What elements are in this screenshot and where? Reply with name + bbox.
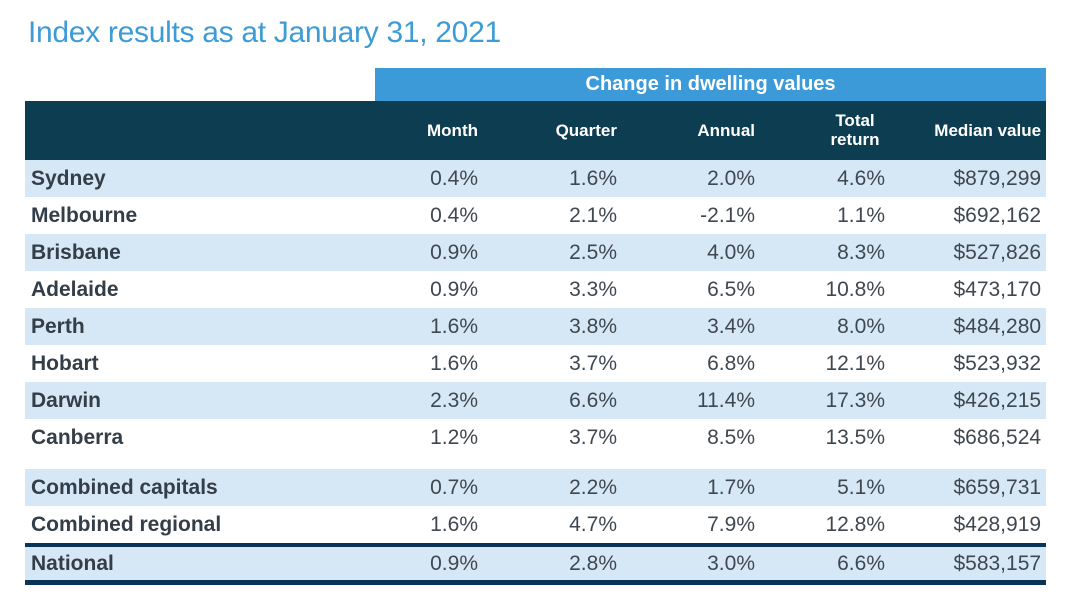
region-cell: Perth [25,308,375,345]
total-return-cell: 4.6% [760,160,890,197]
total-return-cell: 8.0% [760,308,890,345]
quarter-cell: 1.6% [483,160,622,197]
annual-cell: 1.7% [622,469,760,506]
total-return-cell: 8.3% [760,234,890,271]
quarter-cell: 3.7% [483,345,622,382]
index-results-table: Change in dwelling values Month Quarter … [25,68,1047,585]
median-value-cell: $879,299 [890,160,1047,197]
table-row: Combined capitals 0.7% 2.2% 1.7% 5.1% $6… [25,469,1047,506]
median-value-cell: $692,162 [890,197,1047,234]
median-value-cell: $583,157 [890,543,1047,585]
group-header: Change in dwelling values [375,68,1047,101]
region-cell: Adelaide [25,271,375,308]
quarter-cell: 6.6% [483,382,622,419]
region-cell: National [25,543,375,585]
annual-cell: 11.4% [622,382,760,419]
total-return-cell: 12.8% [760,506,890,545]
median-value-cell: $428,919 [890,506,1047,545]
median-value-cell: $426,215 [890,382,1047,419]
month-cell: 0.4% [375,160,483,197]
median-value-cell: $686,524 [890,419,1047,456]
region-cell: Hobart [25,345,375,382]
annual-cell: 7.9% [622,506,760,545]
quarter-cell: 2.8% [483,543,622,585]
median-value-cell: $527,826 [890,234,1047,271]
region-cell: Darwin [25,382,375,419]
quarter-cell: 2.1% [483,197,622,234]
month-cell: 1.6% [375,345,483,382]
total-return-cell: 5.1% [760,469,890,506]
total-return-cell: 1.1% [760,197,890,234]
annual-cell: 3.0% [622,543,760,585]
median-value-cell: $659,731 [890,469,1047,506]
month-cell: 0.9% [375,234,483,271]
table-row: Adelaide 0.9% 3.3% 6.5% 10.8% $473,170 [25,271,1047,308]
column-header-row: Month Quarter Annual Total return Median… [25,101,1047,160]
annual-cell: 3.4% [622,308,760,345]
total-return-cell: 13.5% [760,419,890,456]
annual-cell: 8.5% [622,419,760,456]
month-cell: 0.4% [375,197,483,234]
group-header-row: Change in dwelling values [25,68,1047,101]
table-row-national: National 0.9% 2.8% 3.0% 6.6% $583,157 [25,543,1047,585]
total-return-label: Total return [830,110,880,150]
column-header-month: Month [375,101,483,160]
quarter-cell: 2.2% [483,469,622,506]
table-row: Darwin 2.3% 6.6% 11.4% 17.3% $426,215 [25,382,1047,419]
table-row: Brisbane 0.9% 2.5% 4.0% 8.3% $527,826 [25,234,1047,271]
column-header-annual: Annual [622,101,760,160]
median-value-cell: $484,280 [890,308,1047,345]
median-value-cell: $473,170 [890,271,1047,308]
column-header-region [25,101,375,160]
region-cell: Combined capitals [25,469,375,506]
quarter-cell: 3.7% [483,419,622,456]
column-header-quarter: Quarter [483,101,622,160]
total-return-cell: 6.6% [760,543,890,585]
annual-cell: 4.0% [622,234,760,271]
region-cell: Melbourne [25,197,375,234]
quarter-cell: 3.8% [483,308,622,345]
month-cell: 1.6% [375,506,483,545]
total-return-cell: 17.3% [760,382,890,419]
month-cell: 2.3% [375,382,483,419]
table-row: Melbourne 0.4% 2.1% -2.1% 1.1% $692,162 [25,197,1047,234]
median-value-cell: $523,932 [890,345,1047,382]
region-cell: Combined regional [25,506,375,545]
region-cell: Canberra [25,419,375,456]
quarter-cell: 3.3% [483,271,622,308]
quarter-cell: 2.5% [483,234,622,271]
page-title: Index results as at January 31, 2021 [28,16,501,49]
spacer-row [25,456,1047,469]
region-cell: Sydney [25,160,375,197]
annual-cell: 2.0% [622,160,760,197]
month-cell: 0.7% [375,469,483,506]
table-row: Combined regional 1.6% 4.7% 7.9% 12.8% $… [25,506,1047,545]
table-row: Perth 1.6% 3.8% 3.4% 8.0% $484,280 [25,308,1047,345]
month-cell: 1.6% [375,308,483,345]
total-return-cell: 12.1% [760,345,890,382]
annual-cell: 6.8% [622,345,760,382]
column-header-total-return: Total return [760,101,890,160]
table-row: Sydney 0.4% 1.6% 2.0% 4.6% $879,299 [25,160,1047,197]
quarter-cell: 4.7% [483,506,622,545]
annual-cell: 6.5% [622,271,760,308]
table-row: Hobart 1.6% 3.7% 6.8% 12.1% $523,932 [25,345,1047,382]
month-cell: 0.9% [375,271,483,308]
band-spacer-cell [25,68,375,101]
total-return-cell: 10.8% [760,271,890,308]
column-header-median-value: Median value [890,101,1047,160]
annual-cell: -2.1% [622,197,760,234]
table-row: Canberra 1.2% 3.7% 8.5% 13.5% $686,524 [25,419,1047,456]
month-cell: 0.9% [375,543,483,585]
month-cell: 1.2% [375,419,483,456]
spacer-cell [25,456,1047,469]
region-cell: Brisbane [25,234,375,271]
